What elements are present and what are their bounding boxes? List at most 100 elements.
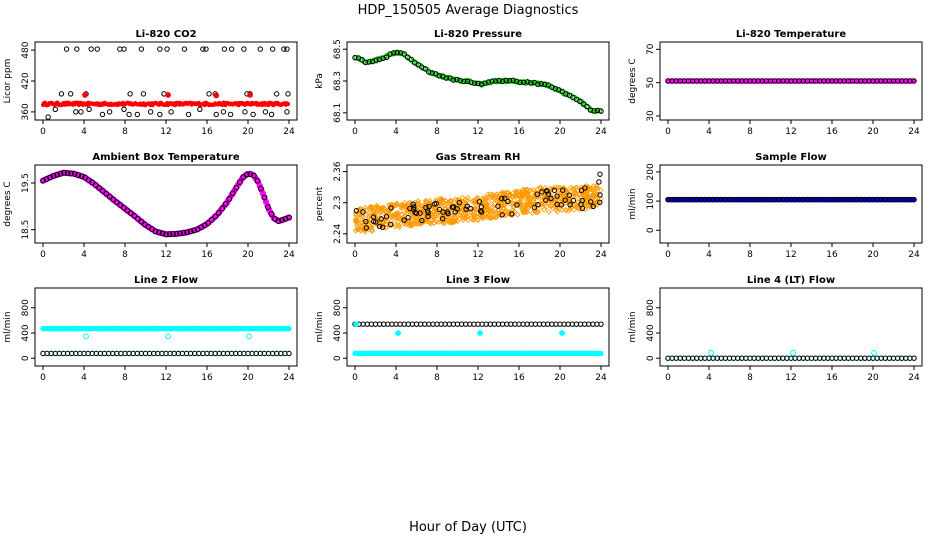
data-point [376, 56, 383, 63]
data-point [401, 217, 407, 223]
data-point [387, 51, 393, 57]
y-tick-label: 100 [646, 192, 656, 209]
data-point [268, 111, 275, 118]
x-tick-label: 4 [393, 373, 399, 383]
data-point [367, 205, 374, 211]
data-point [370, 218, 377, 225]
data-point [570, 193, 577, 200]
y-tick-label: 0 [646, 355, 656, 361]
data-point [124, 207, 131, 214]
data-point [88, 46, 94, 52]
data-point [501, 202, 508, 209]
data-point [470, 207, 477, 214]
data-point [221, 46, 228, 52]
data-point [532, 209, 539, 215]
data-point [545, 201, 552, 207]
y-tick-label: 68.3 [333, 71, 343, 91]
data-point [352, 54, 358, 61]
data-point [545, 191, 551, 197]
data-point [286, 350, 292, 357]
data-point [243, 171, 250, 178]
data-point [591, 108, 597, 114]
data-point [43, 176, 50, 182]
data-point [286, 325, 292, 332]
data-point [593, 196, 599, 202]
figure-xlabel: Hour of Day (UTC) [409, 520, 527, 535]
data-point [117, 202, 124, 208]
panel-2: Li-820 Pressure kPa 0 4 8 12 16 20 24 68.1 68.3 68.… [315, 29, 610, 137]
x-tick-label: 4 [706, 373, 712, 383]
data-point [464, 203, 470, 209]
data-point [570, 197, 577, 204]
y-tick-label: 2.3 [333, 196, 343, 210]
data-point [522, 189, 529, 195]
data-point [274, 91, 280, 97]
data-point [525, 193, 532, 199]
data-point [477, 208, 484, 214]
data-point [200, 46, 206, 52]
data-point [275, 218, 282, 224]
data-point [597, 199, 603, 206]
data-point [470, 212, 477, 219]
data-point [447, 197, 454, 204]
y-tick-label: 68.5 [333, 39, 343, 59]
x-tick-label: 24 [283, 127, 295, 137]
data-point [103, 190, 110, 197]
x-tick-label: 4 [706, 250, 712, 260]
data-point [138, 218, 145, 225]
data-point [551, 187, 558, 194]
data-point [83, 333, 89, 340]
panel-title: Li-820 Temperature [736, 29, 846, 40]
data-point [574, 205, 581, 211]
data-point [52, 106, 58, 113]
data-point [166, 231, 173, 238]
x-tick-label: 4 [81, 373, 87, 383]
data-point [78, 173, 85, 180]
data-point [378, 205, 385, 212]
x-tick-label: 8 [122, 373, 128, 383]
x-tick-label: 0 [665, 127, 671, 137]
data-point [495, 203, 501, 209]
data-point [226, 195, 233, 202]
data-point [595, 185, 601, 191]
x-tick-label: 16 [201, 373, 213, 383]
data-point [110, 196, 117, 203]
data-point [423, 197, 429, 204]
data-point [383, 209, 390, 215]
x-tick-label: 0 [40, 250, 46, 260]
data-point [539, 189, 545, 195]
data-point [502, 195, 508, 202]
data-point [584, 103, 590, 110]
data-point [430, 214, 437, 220]
data-point [227, 111, 234, 118]
data-point [373, 57, 379, 63]
data-point [390, 50, 397, 56]
data-point [247, 171, 254, 177]
figure-title: HDP_150505 Average Diagnostics [358, 3, 579, 18]
data-marks [40, 46, 291, 120]
data-point [507, 200, 513, 207]
y-tick-label: 2.24 [333, 224, 343, 244]
data-point [394, 50, 400, 56]
data-point [261, 194, 268, 201]
x-tick-label: 0 [352, 250, 358, 260]
data-point [229, 190, 236, 197]
data-point [373, 219, 379, 225]
data-point [462, 197, 469, 203]
data-point [413, 210, 420, 216]
data-point [528, 200, 534, 207]
data-point [257, 46, 263, 52]
y-tick-label: 200 [646, 163, 656, 180]
data-point [590, 185, 596, 192]
data-point [456, 199, 463, 206]
data-point [554, 201, 560, 207]
y-tick-label: 0 [646, 227, 656, 233]
data-point [468, 79, 474, 85]
x-tick-label: 20 [867, 373, 879, 383]
data-point [593, 183, 600, 189]
data-point [184, 229, 190, 236]
data-point [40, 177, 46, 184]
data-point [73, 109, 79, 115]
x-tick-label: 0 [665, 373, 671, 383]
